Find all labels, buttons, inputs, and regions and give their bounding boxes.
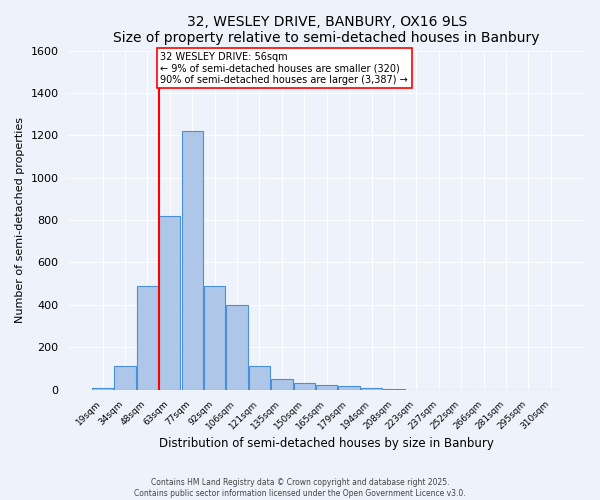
Bar	[204, 286, 225, 390]
Bar	[383, 388, 404, 390]
Bar	[92, 388, 113, 390]
Bar	[361, 388, 382, 390]
Bar	[226, 305, 248, 390]
X-axis label: Distribution of semi-detached houses by size in Banbury: Distribution of semi-detached houses by …	[159, 437, 494, 450]
Bar	[293, 384, 315, 390]
Bar	[159, 216, 181, 390]
Bar	[137, 286, 158, 390]
Bar	[115, 366, 136, 390]
Bar	[249, 366, 270, 390]
Y-axis label: Number of semi-detached properties: Number of semi-detached properties	[15, 117, 25, 323]
Title: 32, WESLEY DRIVE, BANBURY, OX16 9LS
Size of property relative to semi-detached h: 32, WESLEY DRIVE, BANBURY, OX16 9LS Size…	[113, 15, 540, 45]
Bar	[271, 379, 293, 390]
Bar	[182, 131, 203, 390]
Text: Contains HM Land Registry data © Crown copyright and database right 2025.
Contai: Contains HM Land Registry data © Crown c…	[134, 478, 466, 498]
Text: 32 WESLEY DRIVE: 56sqm
← 9% of semi-detached houses are smaller (320)
90% of sem: 32 WESLEY DRIVE: 56sqm ← 9% of semi-deta…	[160, 52, 408, 85]
Bar	[316, 386, 337, 390]
Bar	[338, 386, 360, 390]
